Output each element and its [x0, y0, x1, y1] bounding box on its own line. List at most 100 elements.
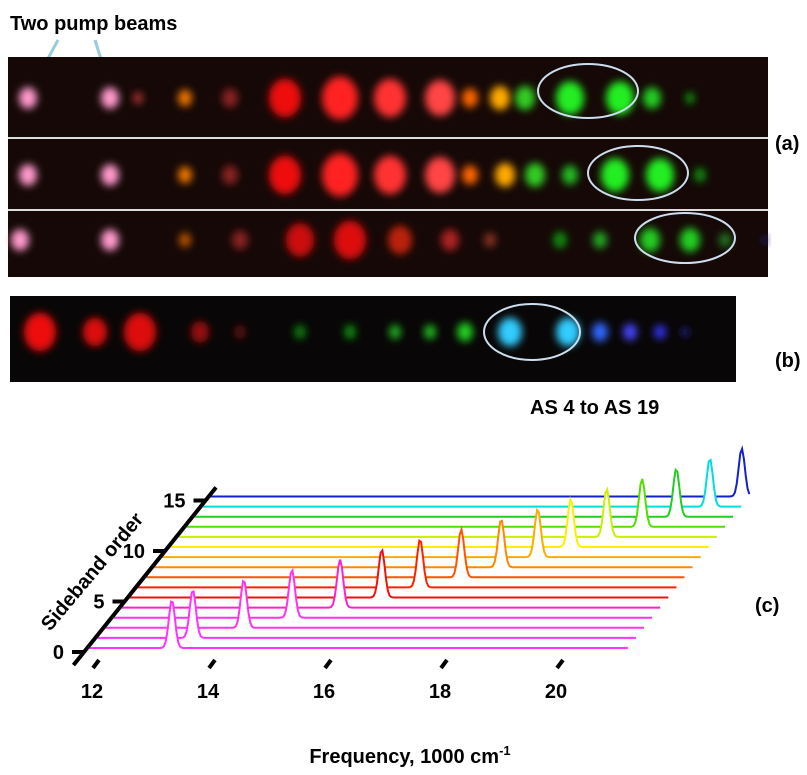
spectrum [193, 467, 734, 518]
x-tick [207, 658, 217, 670]
light-spot [681, 327, 689, 337]
spectrum [177, 486, 717, 538]
x-axis-title-text: Frequency, 1000 cm [309, 746, 499, 768]
light-spot [389, 324, 401, 340]
light-spot [498, 317, 522, 347]
light-spot [133, 92, 143, 104]
light-spot [286, 223, 314, 257]
light-spot [374, 155, 406, 195]
light-spot [388, 225, 412, 255]
light-spot [685, 92, 695, 104]
spectrum-fill [169, 499, 709, 547]
light-spot [222, 165, 238, 185]
light-spot [425, 80, 455, 116]
spectrum-fill [193, 469, 734, 517]
light-spot [640, 228, 660, 252]
y-tick-label: 10 [123, 541, 145, 563]
light-spot [269, 155, 301, 195]
y-tick-label: 0 [53, 642, 64, 664]
light-spot [222, 88, 238, 108]
y-tick-label: 15 [163, 491, 185, 513]
spectrum-fill [201, 460, 742, 507]
light-spot [24, 312, 56, 352]
spectrum [96, 590, 636, 639]
light-spot [101, 229, 119, 251]
highlight [587, 145, 689, 201]
light-spot [719, 232, 731, 248]
light-spot [593, 231, 607, 249]
light-spot [322, 153, 358, 197]
spectrum-fill [177, 489, 717, 537]
light-spot [525, 163, 545, 187]
light-spot [515, 86, 535, 110]
highlight [634, 212, 736, 264]
light-spot [101, 87, 119, 109]
spectrum [120, 559, 661, 609]
light-spot [124, 312, 156, 352]
x-tick-label: 16 [313, 681, 335, 703]
spectrum [209, 445, 751, 498]
light-spot [441, 229, 459, 251]
light-spot [646, 158, 674, 192]
light-spot [606, 81, 634, 115]
light-spot [490, 86, 510, 110]
light-spot [553, 231, 567, 249]
x-tick [323, 658, 333, 670]
light-spot [269, 78, 301, 118]
light-spot [457, 322, 473, 342]
highlight [483, 303, 581, 361]
light-spot [179, 232, 191, 248]
y-tick-label: 5 [93, 592, 104, 614]
light-spot [462, 165, 478, 185]
x-axis-title-sup: -1 [499, 743, 511, 758]
spectrum [169, 495, 709, 548]
light-spot [694, 167, 706, 183]
spectrum [112, 567, 653, 619]
light-spot [762, 236, 768, 244]
light-spot [11, 229, 29, 251]
light-spot [334, 220, 366, 260]
light-spot [425, 157, 455, 193]
light-spot [562, 165, 578, 185]
light-spot [191, 321, 209, 343]
panel-label: (a) [775, 133, 799, 155]
x-tick-label: 14 [197, 681, 220, 703]
y-axis [71, 486, 218, 667]
light-spot [101, 164, 119, 186]
light-spot [495, 163, 515, 187]
light-spot [623, 323, 637, 341]
light-spot [374, 78, 406, 118]
light-spot [344, 324, 356, 340]
spectrum [201, 458, 742, 508]
x-tick-label: 18 [429, 681, 451, 703]
spectrum [161, 507, 701, 559]
panel-label: (b) [775, 350, 801, 372]
light-spot [232, 230, 248, 250]
light-spot [178, 166, 192, 184]
light-spot [294, 324, 306, 340]
light-spot [178, 89, 192, 107]
light-spot [654, 324, 666, 340]
light-spot [484, 232, 496, 248]
spectrum [137, 539, 677, 589]
panel-label: (c) [755, 595, 779, 617]
spectrum [88, 600, 628, 649]
light-spot [322, 76, 358, 120]
light-spot [592, 322, 608, 342]
highlight [537, 63, 639, 119]
light-spot [234, 324, 246, 340]
y-axis-title: Sideband order [37, 509, 148, 636]
light-spot [643, 87, 661, 109]
light-spot [556, 81, 584, 115]
spectrum [185, 478, 725, 528]
spectrum [128, 548, 669, 599]
x-tick [439, 658, 449, 670]
light-spot [556, 317, 580, 347]
light-spot [680, 228, 700, 252]
light-spot [83, 317, 107, 347]
light-spot [424, 324, 436, 340]
light-spot [19, 164, 37, 186]
x-tick-label: 20 [545, 681, 567, 703]
range-label: AS 4 to AS 19 [530, 397, 659, 419]
